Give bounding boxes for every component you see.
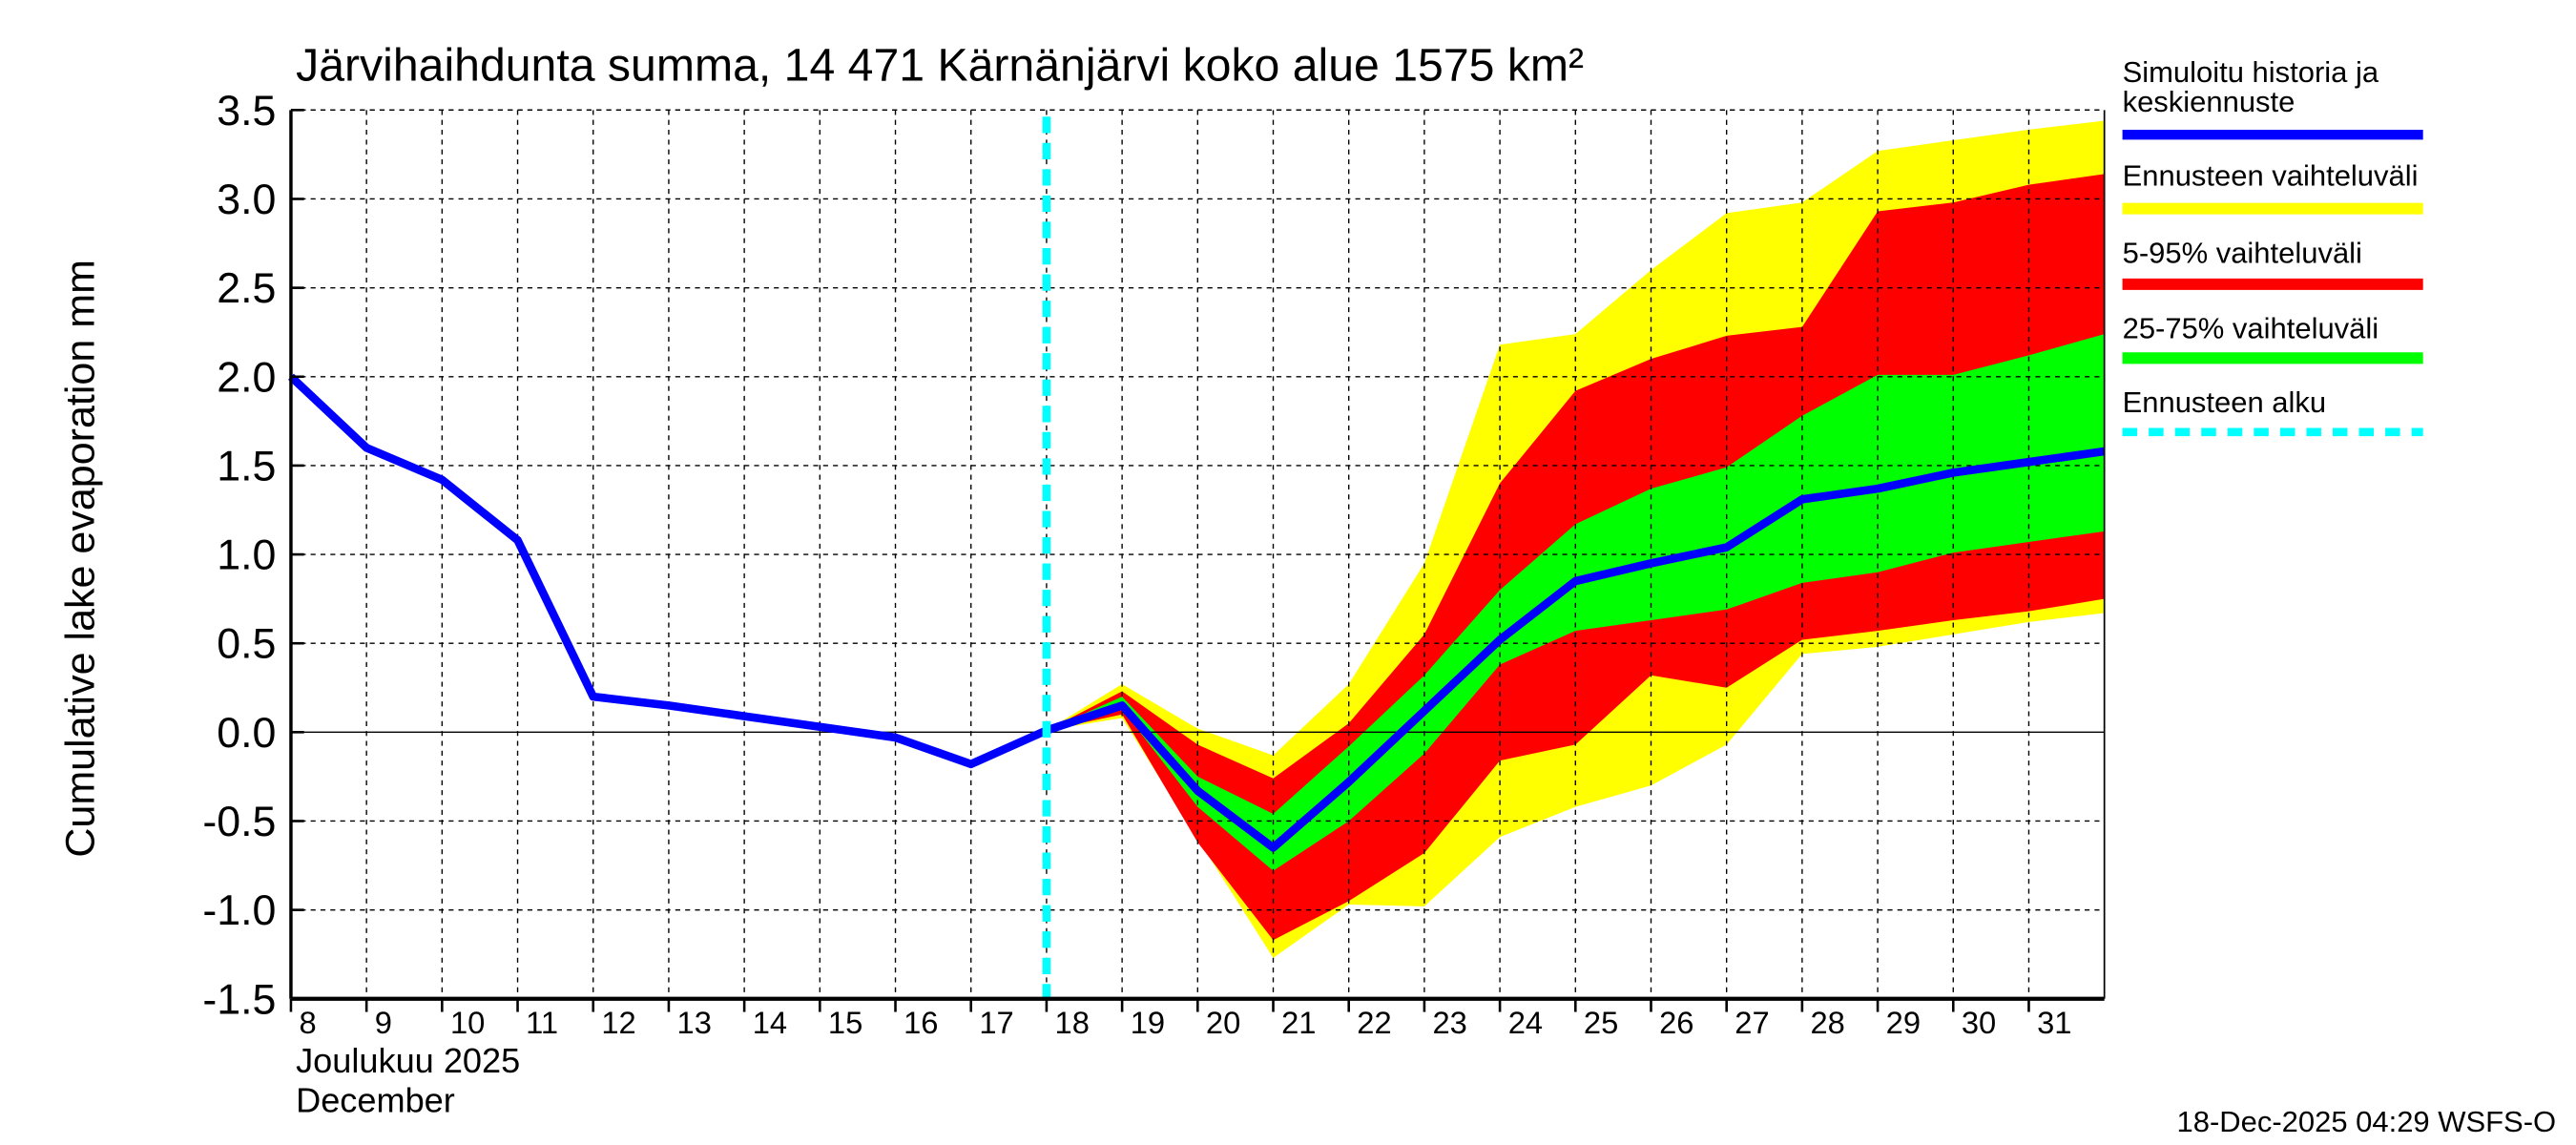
y-tick-label: 2.0 — [217, 353, 276, 401]
y-tick-label: -0.5 — [202, 798, 276, 845]
legend: Simuloitu historia ja keskiennuste Ennus… — [2122, 55, 2423, 437]
x-tick-label: 21 — [1281, 1005, 1316, 1040]
x-tick-label: 16 — [904, 1005, 938, 1040]
x-tick-label: 14 — [753, 1005, 787, 1040]
series-lines — [288, 116, 2106, 999]
y-tick-label: 1.0 — [217, 531, 276, 579]
x-axis-month-en: December — [296, 1081, 455, 1120]
x-tick-label: 31 — [2037, 1005, 2071, 1040]
x-tick-label: 12 — [601, 1005, 635, 1040]
x-tick-label: 20 — [1206, 1005, 1240, 1040]
x-tick-label: 10 — [450, 1005, 485, 1040]
legend-label-median-1: Simuloitu historia ja — [2123, 55, 2379, 89]
x-tick-label: 15 — [828, 1005, 862, 1040]
x-tick-label: 28 — [1810, 1005, 1844, 1040]
x-tick-label: 23 — [1433, 1005, 1467, 1040]
legend-label-p5-95: 5-95% vaihteluväli — [2123, 236, 2362, 269]
x-tick-label: 18 — [1055, 1005, 1090, 1040]
x-tick-label: 24 — [1508, 1005, 1543, 1040]
footer-timestamp: 18-Dec-2025 04:29 WSFS-O — [2177, 1105, 2557, 1138]
x-tick-label: 26 — [1659, 1005, 1693, 1040]
x-tick-label: 17 — [979, 1005, 1013, 1040]
x-tick-label: 11 — [526, 1005, 558, 1040]
x-tick-label: 29 — [1886, 1005, 1921, 1040]
x-tick-label: 9 — [375, 1005, 392, 1040]
y-tick-label: 0.5 — [217, 620, 276, 668]
x-axis-month-fi: Joulukuu 2025 — [296, 1041, 520, 1080]
axes: 3.5 3.0 2.5 2.0 1.5 1.0 0.5 0.0 -0.5 -1.0 -1.5 8 9 10… — [202, 87, 2106, 1040]
y-tick-label: 1.5 — [217, 442, 276, 489]
y-tick-label: 0.0 — [217, 709, 276, 757]
x-tick-label: 25 — [1584, 1005, 1618, 1040]
x-tick-label: 22 — [1357, 1005, 1391, 1040]
y-tick-label: 3.0 — [217, 176, 276, 223]
legend-label-median-2: keskiennuste — [2123, 85, 2296, 118]
y-tick-label: -1.0 — [202, 886, 276, 934]
x-tick-label: 19 — [1131, 1005, 1165, 1040]
chart-title: Järvihaihdunta summa, 14 471 Kärnänjärvi… — [296, 39, 1584, 91]
x-tick-label: 27 — [1735, 1005, 1769, 1040]
legend-label-range: Ennusteen vaihteluväli — [2123, 159, 2419, 193]
y-axis-label: Cumulative lake evaporation mm — [57, 260, 103, 858]
y-tick-label: 2.5 — [217, 264, 276, 312]
x-tick-label: 8 — [300, 1005, 317, 1040]
y-tick-label: 3.5 — [217, 87, 276, 135]
legend-label-forecast-start: Ennusteen alku — [2123, 385, 2327, 419]
legend-label-p25-75: 25-75% vaihteluväli — [2123, 312, 2379, 345]
x-tick-label: 30 — [1962, 1005, 1996, 1040]
y-tick-label: -1.5 — [202, 975, 276, 1023]
band-p25_75 — [1046, 334, 2105, 871]
x-tick-label: 13 — [677, 1005, 712, 1040]
median-line — [288, 373, 2106, 852]
